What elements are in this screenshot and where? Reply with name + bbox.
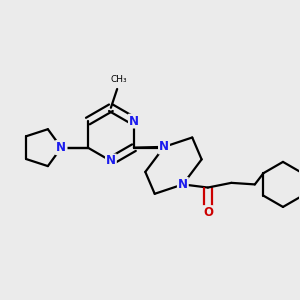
Text: N: N bbox=[106, 154, 116, 167]
Text: O: O bbox=[203, 206, 213, 219]
Text: CH₃: CH₃ bbox=[110, 75, 127, 84]
Text: N: N bbox=[159, 140, 169, 153]
Text: N: N bbox=[56, 141, 66, 154]
Text: N: N bbox=[56, 141, 66, 154]
Text: N: N bbox=[56, 141, 66, 154]
Text: N: N bbox=[178, 178, 188, 191]
Text: N: N bbox=[129, 115, 139, 128]
Text: N: N bbox=[159, 140, 169, 153]
